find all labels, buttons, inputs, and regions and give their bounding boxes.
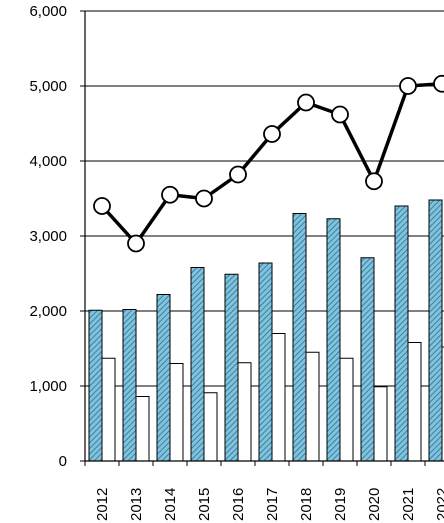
bar-white	[203, 392, 218, 462]
y-tick-label: 5,000	[29, 78, 67, 95]
bar-white	[339, 357, 354, 462]
axes	[80, 10, 444, 466]
bar-white	[135, 396, 150, 462]
bar-white	[373, 386, 388, 462]
line-point	[195, 189, 213, 208]
y-tick-label: 4,000	[29, 153, 67, 170]
x-tick-label: 2020	[366, 488, 383, 521]
x-tick-label: 2016	[230, 488, 247, 521]
line-point	[297, 93, 315, 112]
y-tick-label: 3,000	[29, 228, 67, 245]
gridlines	[85, 10, 444, 387]
bar-white	[407, 342, 422, 462]
bar-hatched	[88, 309, 103, 462]
x-tick-label: 2021	[400, 488, 417, 521]
bar-hatched	[224, 273, 239, 462]
bar-hatched	[360, 257, 375, 462]
line-point	[365, 172, 383, 191]
line-point	[229, 165, 247, 184]
y-tick-label: 1,000	[29, 378, 67, 395]
tick-labels: 0 1,000 2,000 3,000 4,000 5,000 6,000 2012 2013 2…	[29, 3, 444, 521]
bar-hatched	[394, 205, 409, 462]
x-tick-label: 2019	[332, 488, 349, 521]
bar-white	[237, 362, 252, 462]
x-tick-label: 2014	[162, 488, 179, 521]
bar-white	[101, 357, 116, 462]
line-point	[399, 77, 417, 95]
x-tick-label: 2022	[434, 488, 444, 521]
bar-hatched	[190, 267, 205, 462]
bar-hatched	[156, 294, 171, 462]
x-tick-label: 2017	[264, 488, 281, 521]
line-point	[433, 74, 444, 93]
bar-hatched	[258, 262, 273, 462]
y-tick-label: 0	[59, 453, 67, 470]
x-tick-label: 2012	[94, 488, 111, 521]
bar-white	[305, 351, 320, 462]
x-tick-label: 2013	[128, 488, 145, 521]
bar-hatched	[292, 213, 307, 462]
x-tick-label: 2018	[298, 488, 315, 521]
bar-white	[441, 346, 444, 462]
x-tick-label: 2015	[196, 488, 213, 521]
y-tick-label: 2,000	[29, 303, 67, 320]
line-point	[161, 185, 179, 204]
bar-hatched	[428, 199, 443, 462]
line-point	[93, 197, 111, 215]
line-path	[100, 82, 443, 246]
bars	[88, 199, 444, 462]
bar-white	[271, 333, 286, 462]
line-point	[331, 105, 349, 124]
line-series	[93, 74, 444, 253]
line-point	[263, 125, 281, 143]
line-point	[127, 234, 145, 253]
y-tick-label: 6,000	[29, 3, 67, 20]
bar-hatched	[122, 309, 137, 462]
bar-white	[169, 363, 184, 462]
bar-hatched	[326, 218, 341, 462]
